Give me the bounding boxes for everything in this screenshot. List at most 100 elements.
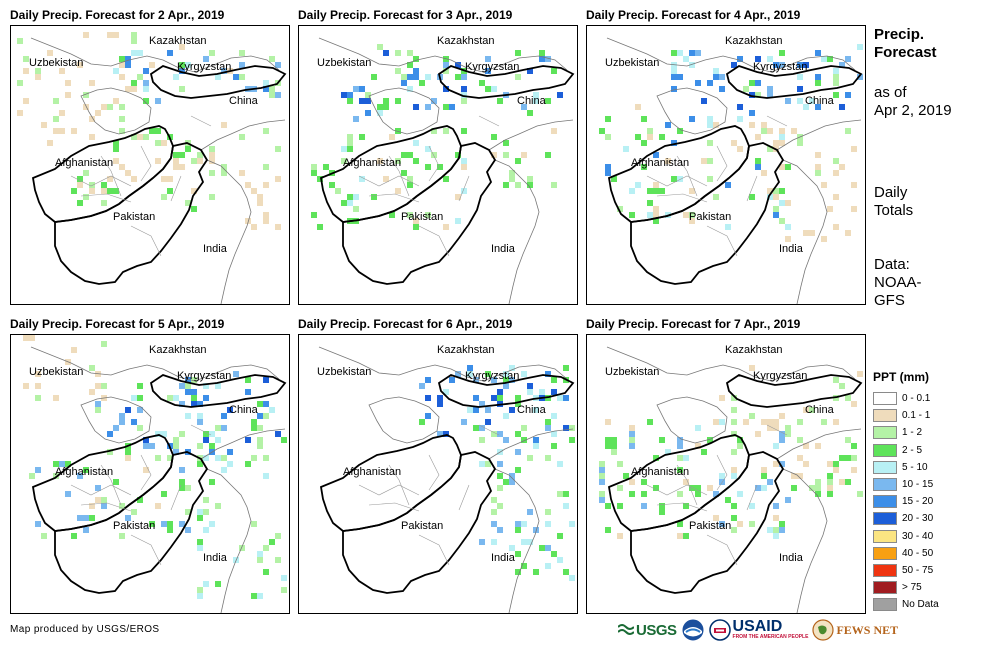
precip-cell	[197, 152, 203, 158]
precip-cell	[347, 194, 353, 200]
map-label-afghanistan: Afghanistan	[631, 157, 689, 169]
precip-cell	[731, 395, 737, 401]
precip-cell	[131, 134, 137, 140]
precip-cell	[677, 74, 683, 80]
precip-cell	[725, 182, 731, 188]
precip-cell	[731, 140, 737, 146]
precip-cell	[707, 158, 713, 164]
precip-cell	[155, 140, 161, 146]
precip-cell	[773, 206, 779, 212]
usaid-logo-text: USAID	[732, 618, 783, 635]
precip-cell	[221, 413, 227, 419]
precip-cell	[269, 407, 275, 413]
precip-cell	[803, 461, 809, 467]
precip-cell	[203, 581, 209, 587]
precip-cell	[551, 443, 557, 449]
precip-cell	[737, 443, 743, 449]
precip-cell	[749, 194, 755, 200]
precip-cell	[461, 74, 467, 80]
precip-cell	[773, 194, 779, 200]
map-label-kazakhstan: Kazakhstan	[149, 344, 206, 356]
map-frame: Kazakhstan Uzbekistan Kyrgyzstan China Afgha…	[586, 334, 866, 614]
tajik-uzb-border	[80, 87, 152, 135]
precip-cell	[683, 455, 689, 461]
precip-cell	[695, 491, 701, 497]
precip-cell	[485, 371, 491, 377]
precip-cell	[209, 431, 215, 437]
legend-row: 0.1 - 1	[873, 407, 939, 424]
precip-cell	[521, 539, 527, 545]
precip-cell	[533, 443, 539, 449]
admin-boundary	[766, 424, 788, 436]
precip-cell	[677, 491, 683, 497]
china-border-border	[488, 428, 574, 460]
precip-cell	[695, 485, 701, 491]
precip-cell	[413, 74, 419, 80]
precip-cell	[83, 32, 89, 38]
precip-cell	[731, 431, 737, 437]
precip-cell	[401, 74, 407, 80]
precip-cell	[257, 413, 263, 419]
precip-cell	[797, 419, 803, 425]
precip-cell	[599, 473, 605, 479]
precip-cell	[203, 527, 209, 533]
precip-cell	[551, 128, 557, 134]
precip-cell	[605, 437, 611, 443]
precip-cell	[605, 116, 611, 122]
map-label-kyrgyzstan: Kyrgyzstan	[753, 61, 807, 73]
precip-cell	[263, 377, 269, 383]
precip-cell	[749, 413, 755, 419]
precip-map-svg: Kazakhstan Uzbekistan Kyrgyzstan China Afgha…	[317, 344, 575, 613]
precip-cell	[359, 134, 365, 140]
precip-cell	[845, 230, 851, 236]
precip-cell	[527, 539, 533, 545]
precip-cell	[821, 236, 827, 242]
precip-cell	[467, 407, 473, 413]
precip-cell	[689, 188, 695, 194]
precip-cell	[521, 425, 527, 431]
precip-cell	[167, 395, 173, 401]
map-label-afghanistan: Afghanistan	[55, 466, 113, 478]
legend-swatch	[873, 443, 897, 457]
map-label-pakistan: Pakistan	[689, 211, 731, 223]
precip-cells	[599, 44, 863, 242]
precip-cell	[185, 509, 191, 515]
precip-cells	[599, 365, 863, 539]
precip-cell	[179, 401, 185, 407]
precip-cell	[173, 164, 179, 170]
precip-cell	[155, 98, 161, 104]
precip-cell	[827, 485, 833, 491]
precip-cell	[179, 44, 185, 50]
precip-cell	[167, 176, 173, 182]
precip-cell	[185, 527, 191, 533]
precip-cell	[125, 56, 131, 62]
precip-cell	[173, 395, 179, 401]
precip-cell	[533, 437, 539, 443]
precip-cell	[161, 431, 167, 437]
usgs-logo-text: USGS	[636, 621, 677, 639]
admin-boundary	[676, 155, 698, 197]
precip-cell	[647, 134, 653, 140]
precip-cell	[137, 74, 143, 80]
precip-cell	[491, 152, 497, 158]
map-label-uzbekistan: Uzbekistan	[605, 366, 659, 378]
map-label-uzbekistan: Uzbekistan	[29, 366, 83, 378]
precip-cell	[545, 509, 551, 515]
precip-cell	[833, 158, 839, 164]
precip-cell	[755, 158, 761, 164]
legend-label: 15 - 20	[902, 496, 934, 508]
precip-cell	[185, 146, 191, 152]
precip-cell	[689, 62, 695, 68]
precip-cell	[779, 461, 785, 467]
precip-cell	[707, 437, 713, 443]
precip-cell	[431, 152, 437, 158]
precip-cell	[731, 449, 737, 455]
precip-cell	[83, 467, 89, 473]
precip-cell	[17, 80, 23, 86]
precip-cell	[359, 86, 365, 92]
precip-cell	[737, 146, 743, 152]
precip-cell	[167, 521, 173, 527]
legend-row: No Data	[873, 596, 939, 613]
precip-cell	[119, 74, 125, 80]
precip-cell	[137, 497, 143, 503]
